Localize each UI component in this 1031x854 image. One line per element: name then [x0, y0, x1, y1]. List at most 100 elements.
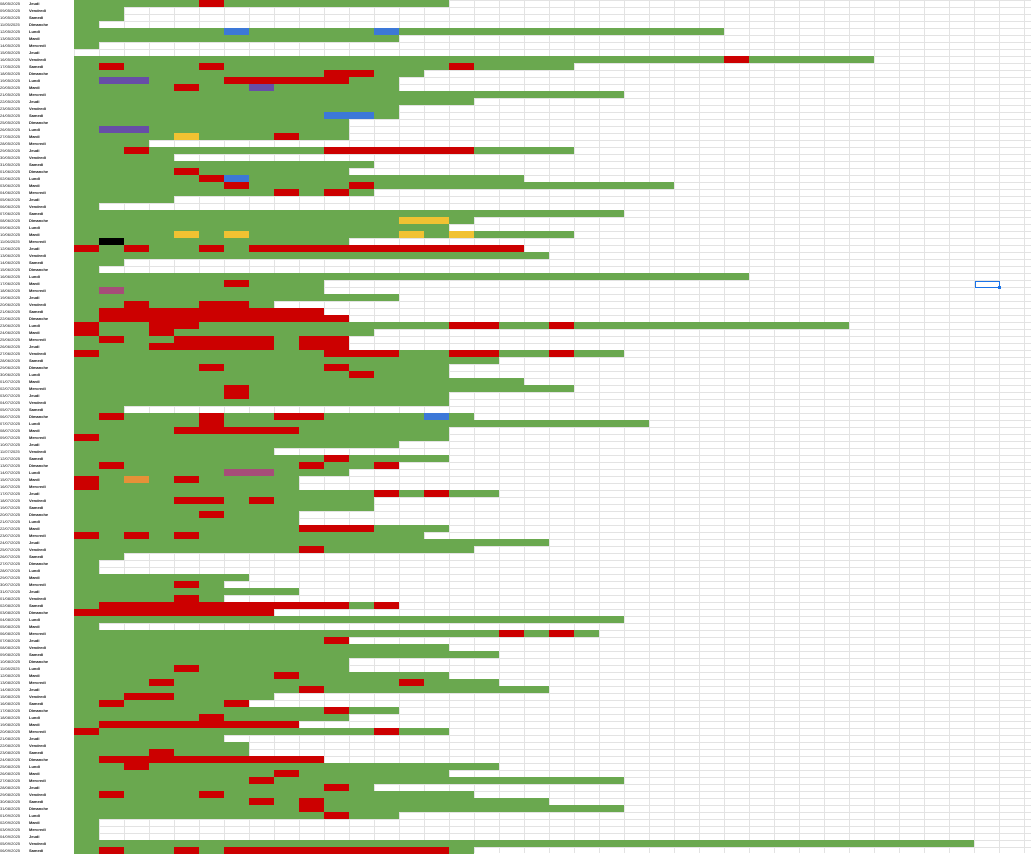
red-cell[interactable]: [324, 147, 349, 154]
weekday-cell[interactable]: Vendredi: [29, 351, 46, 356]
filled-range[interactable]: [74, 574, 249, 581]
red-cell[interactable]: [274, 133, 299, 140]
red-cell[interactable]: [224, 602, 249, 609]
date-cell[interactable]: 19/06/2025: [0, 295, 21, 300]
filled-range[interactable]: [74, 217, 474, 224]
red-cell[interactable]: [74, 329, 99, 336]
yellow-cell[interactable]: [174, 231, 199, 238]
date-cell[interactable]: 10/07/2025: [0, 442, 21, 447]
red-cell[interactable]: [224, 721, 249, 728]
red-cell[interactable]: [399, 847, 424, 854]
filled-range[interactable]: [74, 175, 524, 182]
weekday-cell[interactable]: Samedi: [29, 309, 44, 314]
date-cell[interactable]: 10/08/2025: [0, 659, 21, 664]
date-cell[interactable]: 29/06/2025: [0, 365, 21, 370]
red-cell[interactable]: [199, 427, 224, 434]
weekday-cell[interactable]: Mardi: [29, 526, 40, 531]
red-cell[interactable]: [149, 343, 174, 350]
red-cell[interactable]: [324, 343, 349, 350]
red-cell[interactable]: [474, 322, 499, 329]
weekday-cell[interactable]: Jeudi: [29, 393, 40, 398]
red-cell[interactable]: [99, 791, 124, 798]
date-cell[interactable]: 24/06/2025: [0, 330, 21, 335]
date-cell[interactable]: 12/06/2025: [0, 246, 21, 251]
weekday-cell[interactable]: Lundi: [29, 78, 40, 83]
weekday-cell[interactable]: Samedi: [29, 456, 44, 461]
date-cell[interactable]: 24/05/2025: [0, 113, 21, 118]
weekday-cell[interactable]: Vendredi: [29, 155, 46, 160]
red-cell[interactable]: [224, 343, 249, 350]
weekday-cell[interactable]: Jeudi: [29, 295, 40, 300]
filled-range[interactable]: [74, 420, 649, 427]
filled-range[interactable]: [74, 378, 524, 385]
red-cell[interactable]: [299, 602, 324, 609]
filled-range[interactable]: [74, 707, 399, 714]
red-cell[interactable]: [299, 798, 324, 805]
date-cell[interactable]: 05/09/2025: [0, 841, 21, 846]
weekday-cell[interactable]: Samedi: [29, 211, 44, 216]
weekday-cell[interactable]: Dimanche: [29, 610, 49, 615]
red-cell[interactable]: [199, 714, 224, 721]
date-cell[interactable]: 07/07/2025: [0, 421, 21, 426]
date-cell[interactable]: 11/05/2025: [0, 22, 20, 27]
red-cell[interactable]: [374, 728, 399, 735]
weekday-cell[interactable]: Mardi: [29, 624, 40, 629]
red-cell[interactable]: [374, 847, 399, 854]
date-cell[interactable]: 13/05/2025: [0, 36, 21, 41]
red-cell[interactable]: [99, 63, 124, 70]
date-cell[interactable]: 09/07/2025: [0, 435, 21, 440]
date-cell[interactable]: 09/08/2025: [0, 652, 21, 657]
date-cell[interactable]: 09/05/2025: [0, 8, 21, 13]
date-cell[interactable]: 04/07/2025: [0, 400, 21, 405]
fill-handle[interactable]: [998, 286, 1001, 289]
red-cell[interactable]: [249, 602, 274, 609]
red-cell[interactable]: [299, 413, 324, 420]
date-cell[interactable]: 12/07/2025: [0, 456, 21, 461]
date-cell[interactable]: 03/06/2025: [0, 183, 21, 188]
weekday-cell[interactable]: Mardi: [29, 36, 40, 41]
red-cell[interactable]: [249, 798, 274, 805]
filled-range[interactable]: [74, 616, 624, 623]
red-cell[interactable]: [324, 455, 349, 462]
red-cell[interactable]: [224, 392, 249, 399]
weekday-cell[interactable]: Mercredi: [29, 141, 46, 146]
red-cell[interactable]: [349, 182, 374, 189]
orange-cell[interactable]: [124, 476, 149, 483]
date-cell[interactable]: 13/06/2025: [0, 253, 21, 258]
filled-range[interactable]: [74, 693, 274, 700]
weekday-cell[interactable]: Mercredi: [29, 92, 46, 97]
weekday-cell[interactable]: Mardi: [29, 330, 40, 335]
weekday-cell[interactable]: Samedi: [29, 407, 44, 412]
red-cell[interactable]: [149, 308, 174, 315]
date-cell[interactable]: 14/05/2025: [0, 43, 21, 48]
date-cell[interactable]: 25/07/2025: [0, 547, 21, 552]
red-cell[interactable]: [199, 364, 224, 371]
red-cell[interactable]: [274, 189, 299, 196]
filled-range[interactable]: [74, 182, 674, 189]
weekday-cell[interactable]: Jeudi: [29, 197, 40, 202]
date-cell[interactable]: 16/05/2025: [0, 57, 21, 62]
weekday-cell[interactable]: Mercredi: [29, 827, 46, 832]
weekday-cell[interactable]: Mercredi: [29, 484, 46, 489]
filled-range[interactable]: [74, 777, 624, 784]
red-cell[interactable]: [449, 63, 474, 70]
red-cell[interactable]: [399, 147, 424, 154]
filled-range[interactable]: [74, 385, 574, 392]
red-cell[interactable]: [174, 581, 199, 588]
filled-range[interactable]: [74, 539, 549, 546]
weekday-cell[interactable]: Mercredi: [29, 386, 46, 391]
red-cell[interactable]: [549, 350, 574, 357]
red-cell[interactable]: [274, 308, 299, 315]
purple-cell[interactable]: [124, 126, 149, 133]
red-cell[interactable]: [149, 679, 174, 686]
weekday-cell[interactable]: Mercredi: [29, 631, 46, 636]
red-cell[interactable]: [224, 301, 249, 308]
red-cell[interactable]: [324, 812, 349, 819]
red-cell[interactable]: [299, 336, 324, 343]
mauve-cell[interactable]: [99, 287, 124, 294]
red-cell[interactable]: [99, 609, 124, 616]
weekday-cell[interactable]: Mercredi: [29, 582, 46, 587]
red-cell[interactable]: [149, 315, 174, 322]
weekday-cell[interactable]: Mercredi: [29, 533, 46, 538]
filled-range[interactable]: [74, 728, 449, 735]
